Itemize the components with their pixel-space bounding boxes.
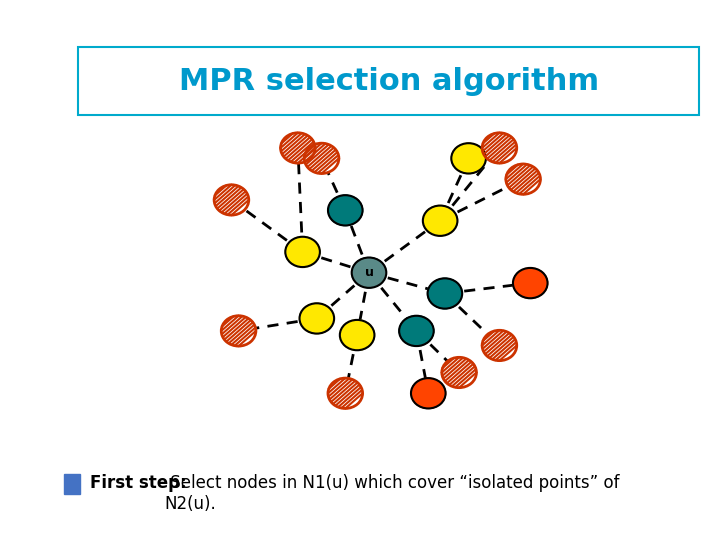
Text: First step:: First step: xyxy=(90,474,186,492)
Text: u: u xyxy=(364,266,374,279)
FancyBboxPatch shape xyxy=(78,47,699,115)
Circle shape xyxy=(351,258,387,288)
Text: MPR selection algorithm: MPR selection algorithm xyxy=(179,66,599,96)
Circle shape xyxy=(399,316,433,346)
Circle shape xyxy=(506,164,541,194)
Text: Select nodes in N1(u) which cover “isolated points” of
N2(u).: Select nodes in N1(u) which cover “isola… xyxy=(165,474,619,513)
Circle shape xyxy=(340,320,374,350)
Circle shape xyxy=(482,133,517,163)
Circle shape xyxy=(411,378,446,408)
Circle shape xyxy=(285,237,320,267)
Circle shape xyxy=(428,278,462,309)
Circle shape xyxy=(482,330,517,361)
FancyBboxPatch shape xyxy=(64,474,81,494)
Circle shape xyxy=(423,206,457,236)
Circle shape xyxy=(328,195,363,226)
Circle shape xyxy=(513,268,548,298)
Circle shape xyxy=(451,143,486,173)
Circle shape xyxy=(300,303,334,334)
Circle shape xyxy=(281,133,315,163)
Circle shape xyxy=(214,185,248,215)
Circle shape xyxy=(221,316,256,346)
Circle shape xyxy=(305,143,339,173)
Circle shape xyxy=(328,378,363,408)
Circle shape xyxy=(442,357,477,388)
